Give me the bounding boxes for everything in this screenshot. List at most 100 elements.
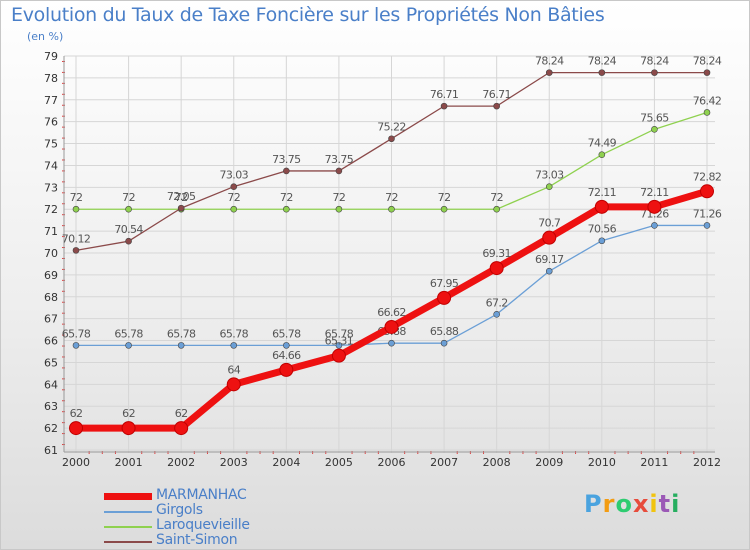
data-label-marmanhac: 66.62 <box>377 306 406 319</box>
data-label-laroquevieille: 72 <box>175 191 188 204</box>
chart-subtitle: (en %) <box>27 30 64 43</box>
data-label-marmanhac: 62 <box>70 407 83 420</box>
data-point-marmanhac <box>384 319 399 334</box>
x-tick-label: 2009 <box>535 456 563 469</box>
data-label-girgols: 65.78 <box>220 327 249 340</box>
legend-swatch <box>104 493 152 500</box>
data-point-girgols <box>651 222 658 229</box>
data-point-marmanhac <box>647 199 662 214</box>
y-tick-label: 68 <box>44 291 58 304</box>
data-point-girgols <box>230 342 238 349</box>
legend-label: Laroquevieille <box>156 517 250 533</box>
data-label-girgols: 65.78 <box>272 327 301 340</box>
x-tick-label: 2000 <box>62 456 90 469</box>
data-label-saint-simon: 78.24 <box>693 55 722 68</box>
data-point-saint-simon <box>335 167 343 175</box>
y-tick-label: 73 <box>44 181 58 194</box>
data-point-saint-simon <box>177 204 185 212</box>
data-label-laroquevieille: 72 <box>333 191 346 204</box>
data-point-marmanhac <box>542 230 557 245</box>
data-point-girgols <box>440 339 448 347</box>
y-tick-label: 70 <box>44 247 58 260</box>
data-label-laroquevieille: 75.65 <box>640 111 669 124</box>
data-point-girgols <box>388 339 395 347</box>
data-point-saint-simon <box>440 102 448 110</box>
data-label-girgols: 67.2 <box>486 296 508 309</box>
x-tick-label: 2004 <box>272 456 300 469</box>
y-tick-label: 64 <box>44 378 58 391</box>
legend-swatch <box>104 511 152 513</box>
y-tick-label: 74 <box>44 159 58 172</box>
data-label-girgols: 65.78 <box>114 327 143 340</box>
data-point-marmanhac <box>279 362 294 377</box>
data-point-laroquevieille <box>335 205 343 213</box>
data-point-saint-simon <box>388 135 395 143</box>
data-point-marmanhac <box>700 184 714 199</box>
data-point-marmanhac <box>489 261 504 276</box>
data-point-girgols <box>493 310 500 318</box>
data-label-marmanhac: 67.95 <box>430 277 459 290</box>
data-point-laroquevieille <box>493 205 500 213</box>
legend-label: Girgols <box>156 502 203 518</box>
data-point-saint-simon <box>283 167 290 175</box>
data-point-marmanhac <box>226 377 241 392</box>
y-tick-label: 78 <box>44 72 58 85</box>
data-point-saint-simon <box>230 183 238 190</box>
data-point-laroquevieille <box>703 109 711 116</box>
data-label-laroquevieille: 72 <box>70 191 83 204</box>
data-point-saint-simon <box>72 247 80 254</box>
data-point-girgols <box>335 342 343 349</box>
x-tick-label: 2008 <box>483 456 511 469</box>
data-point-marmanhac <box>121 421 136 436</box>
data-point-marmanhac <box>331 348 346 363</box>
x-tick-label: 2010 <box>588 456 616 469</box>
legend-label: Saint-Simon <box>156 532 238 548</box>
logo-letter: i <box>649 490 659 518</box>
data-label-girgols: 65.78 <box>167 327 196 340</box>
x-tick-label: 2007 <box>430 456 458 469</box>
proxiti-logo: Proxiti <box>584 490 680 518</box>
y-tick-label: 76 <box>44 116 58 129</box>
x-tick-label: 2002 <box>167 456 195 469</box>
chart-title: Evolution du Taux de Taxe Foncière sur l… <box>11 4 605 26</box>
data-label-saint-simon: 78.24 <box>588 55 617 68</box>
y-tick-label: 61 <box>44 444 58 457</box>
data-point-girgols <box>125 342 132 349</box>
data-point-laroquevieille <box>283 205 290 213</box>
data-label-marmanhac: 64.66 <box>272 349 301 362</box>
data-label-marmanhac: 70.7 <box>538 217 561 230</box>
y-tick-label: 67 <box>44 313 58 326</box>
legend-swatch <box>104 526 152 528</box>
y-tick-label: 63 <box>44 400 58 413</box>
data-label-girgols: 71.26 <box>640 207 669 220</box>
data-point-saint-simon <box>545 69 553 76</box>
logo-letter: t <box>658 490 672 518</box>
data-label-girgols: 71.26 <box>693 207 722 220</box>
y-tick-label: 69 <box>44 269 58 282</box>
y-tick-label: 66 <box>44 335 58 348</box>
x-tick-label: 2005 <box>325 456 353 469</box>
data-label-laroquevieille: 72 <box>122 191 135 204</box>
data-point-laroquevieille <box>230 205 238 213</box>
data-label-marmanhac: 72.11 <box>640 186 669 199</box>
logo-letter: P <box>584 490 603 518</box>
data-label-girgols: 65.78 <box>325 327 354 340</box>
x-tick-label: 2011 <box>640 456 668 469</box>
data-point-girgols <box>545 267 553 275</box>
data-label-marmanhac: 72.82 <box>693 170 722 183</box>
data-point-girgols <box>72 342 80 349</box>
x-tick-label: 2006 <box>378 456 406 469</box>
data-label-marmanhac: 69.31 <box>482 247 511 260</box>
data-point-marmanhac <box>69 421 83 436</box>
data-label-girgols: 65.88 <box>430 325 459 338</box>
y-tick-label: 75 <box>44 138 58 151</box>
data-label-marmanhac: 62 <box>122 407 135 420</box>
data-label-saint-simon: 70.12 <box>62 232 91 245</box>
data-point-marmanhac <box>174 421 189 436</box>
data-point-laroquevieille <box>545 183 553 190</box>
data-label-saint-simon: 78.24 <box>640 55 669 68</box>
data-point-girgols <box>177 342 185 349</box>
data-point-girgols <box>703 222 711 229</box>
data-label-girgols: 70.56 <box>588 223 617 236</box>
data-point-saint-simon <box>598 69 606 76</box>
